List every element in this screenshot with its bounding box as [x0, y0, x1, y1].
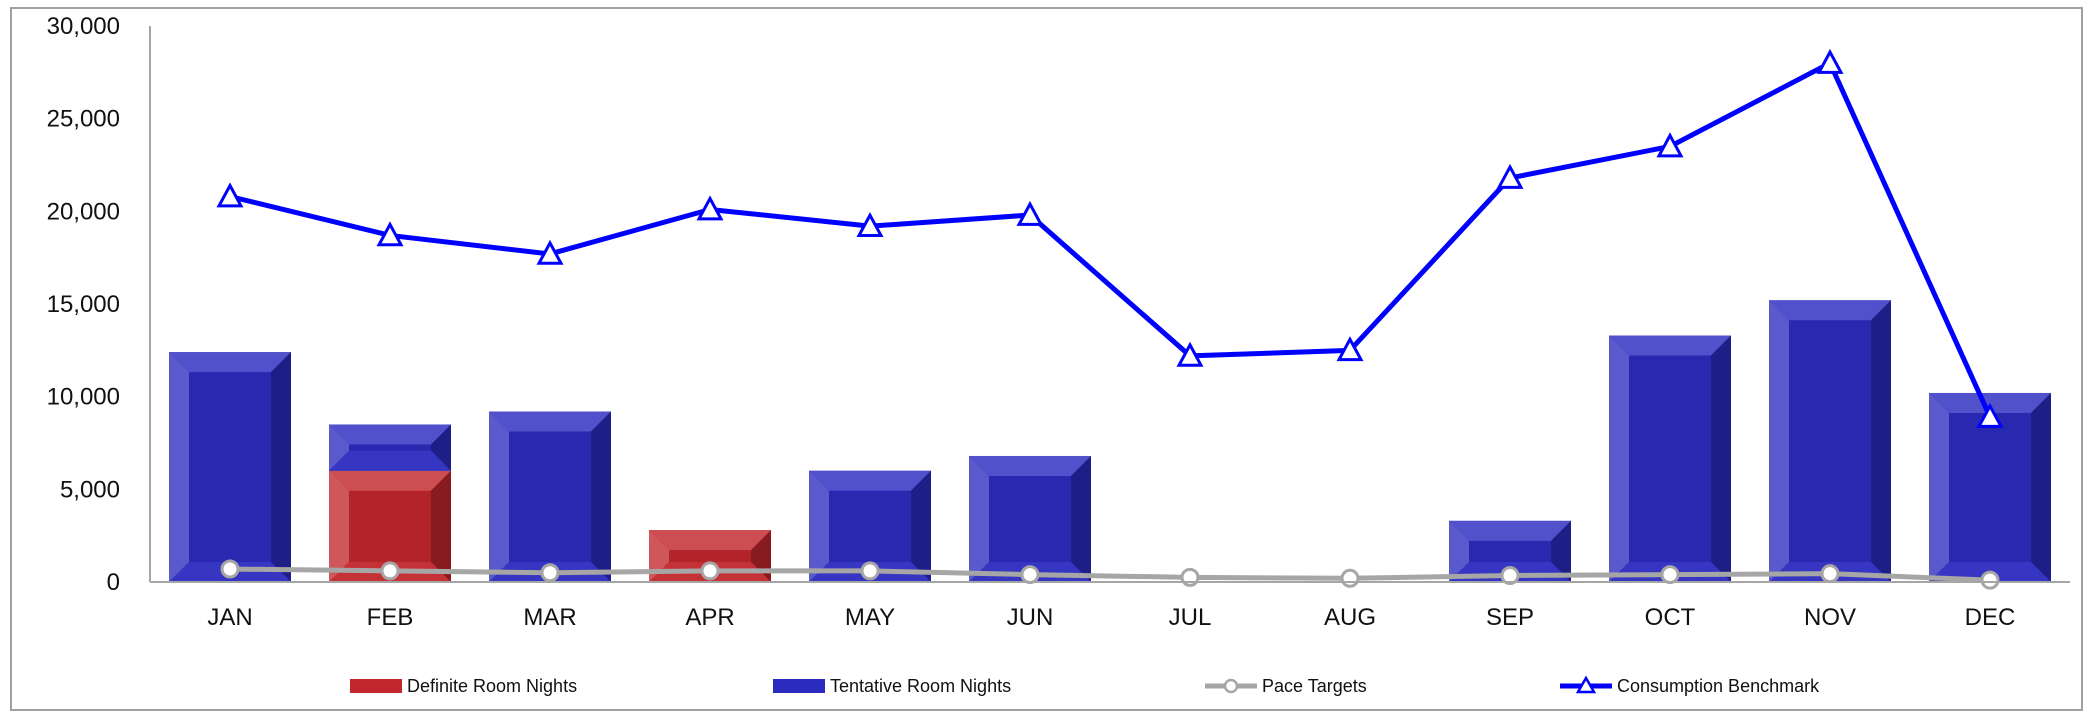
pace-target-marker — [540, 563, 560, 583]
legend: Definite Room Nights Tentative Room Night… — [350, 675, 1820, 696]
x-tick-label: OCT — [1645, 604, 1696, 631]
legend-swatch — [350, 679, 402, 693]
benchmark-marker — [856, 212, 884, 238]
tentative-bar — [169, 352, 291, 582]
x-axis: JAN FEB MAR APR MAY JUN JUL AUG SEP OCT NOV DEC — [150, 581, 2070, 631]
benchmark-marker — [1336, 336, 1364, 362]
pace-target-marker — [1660, 565, 1680, 585]
pace-target-marker — [1500, 566, 1520, 586]
x-tick-label: JUL — [1169, 604, 1212, 631]
y-tick-label: 0 — [107, 569, 120, 596]
chart-border — [10, 7, 2083, 711]
pace-target-marker — [1020, 565, 1040, 585]
benchmark-marker — [1976, 402, 2004, 428]
pace-target-marker — [220, 559, 240, 579]
tentative-bar — [969, 455, 1091, 582]
legend-item: Pace Targets — [1205, 676, 1367, 696]
y-tick-label: 20,000 — [47, 198, 120, 225]
x-tick-label: JAN — [207, 604, 252, 631]
x-tick-label: JUN — [1007, 604, 1054, 631]
x-tick-label: MAR — [523, 604, 576, 631]
y-axis: 30,000 25,000 20,000 15,000 10,000 5,000 0 — [47, 13, 151, 596]
legend-item: Tentative Room Nights — [773, 676, 1011, 696]
x-tick-label: APR — [685, 604, 734, 631]
y-tick-label: 5,000 — [60, 476, 120, 503]
x-tick-label: NOV — [1804, 604, 1856, 631]
legend-label: Definite Room Nights — [407, 676, 577, 696]
pace-target-marker — [700, 561, 720, 581]
legend-label: Tentative Room Nights — [830, 676, 1011, 696]
x-tick-label: MAY — [845, 604, 895, 631]
x-tick-label: AUG — [1324, 604, 1376, 631]
legend-item: Definite Room Nights — [350, 676, 577, 696]
tentative-bar — [1609, 335, 1731, 582]
legend-item: Consumption Benchmark — [1560, 675, 1820, 696]
y-tick-label: 10,000 — [47, 384, 120, 411]
consumption-benchmark-line — [229, 60, 1993, 419]
bar-series — [169, 300, 2051, 582]
benchmark-marker — [1816, 48, 1844, 74]
x-tick-label: SEP — [1486, 604, 1534, 631]
benchmark-marker — [1496, 163, 1524, 189]
legend-label: Consumption Benchmark — [1617, 676, 1820, 696]
benchmark-marker — [376, 221, 404, 247]
definite-bar — [329, 470, 451, 582]
tentative-bar — [1769, 300, 1891, 582]
y-tick-label: 15,000 — [47, 291, 120, 318]
tentative-bar — [329, 424, 451, 471]
benchmark-marker — [696, 195, 724, 221]
pace-target-marker — [380, 561, 400, 581]
pace-target-marker — [860, 561, 880, 581]
pace-target-marker — [1340, 568, 1360, 588]
x-tick-label: FEB — [367, 604, 414, 631]
x-tick-label: DEC — [1965, 604, 2016, 631]
benchmark-marker — [1016, 200, 1044, 226]
y-tick-label: 25,000 — [47, 106, 120, 133]
pace-target-marker — [1980, 570, 2000, 590]
legend-swatch — [773, 679, 825, 693]
benchmark-marker — [536, 239, 564, 265]
tentative-bar — [489, 411, 611, 582]
pace-targets-line — [229, 566, 1991, 583]
legend-label: Pace Targets — [1262, 676, 1367, 696]
benchmark-marker — [1656, 132, 1684, 158]
line-series — [216, 48, 2004, 590]
pace-target-marker — [1820, 564, 1840, 584]
benchmark-marker — [1176, 341, 1204, 367]
benchmark-marker — [216, 182, 244, 208]
y-tick-label: 30,000 — [47, 13, 120, 40]
